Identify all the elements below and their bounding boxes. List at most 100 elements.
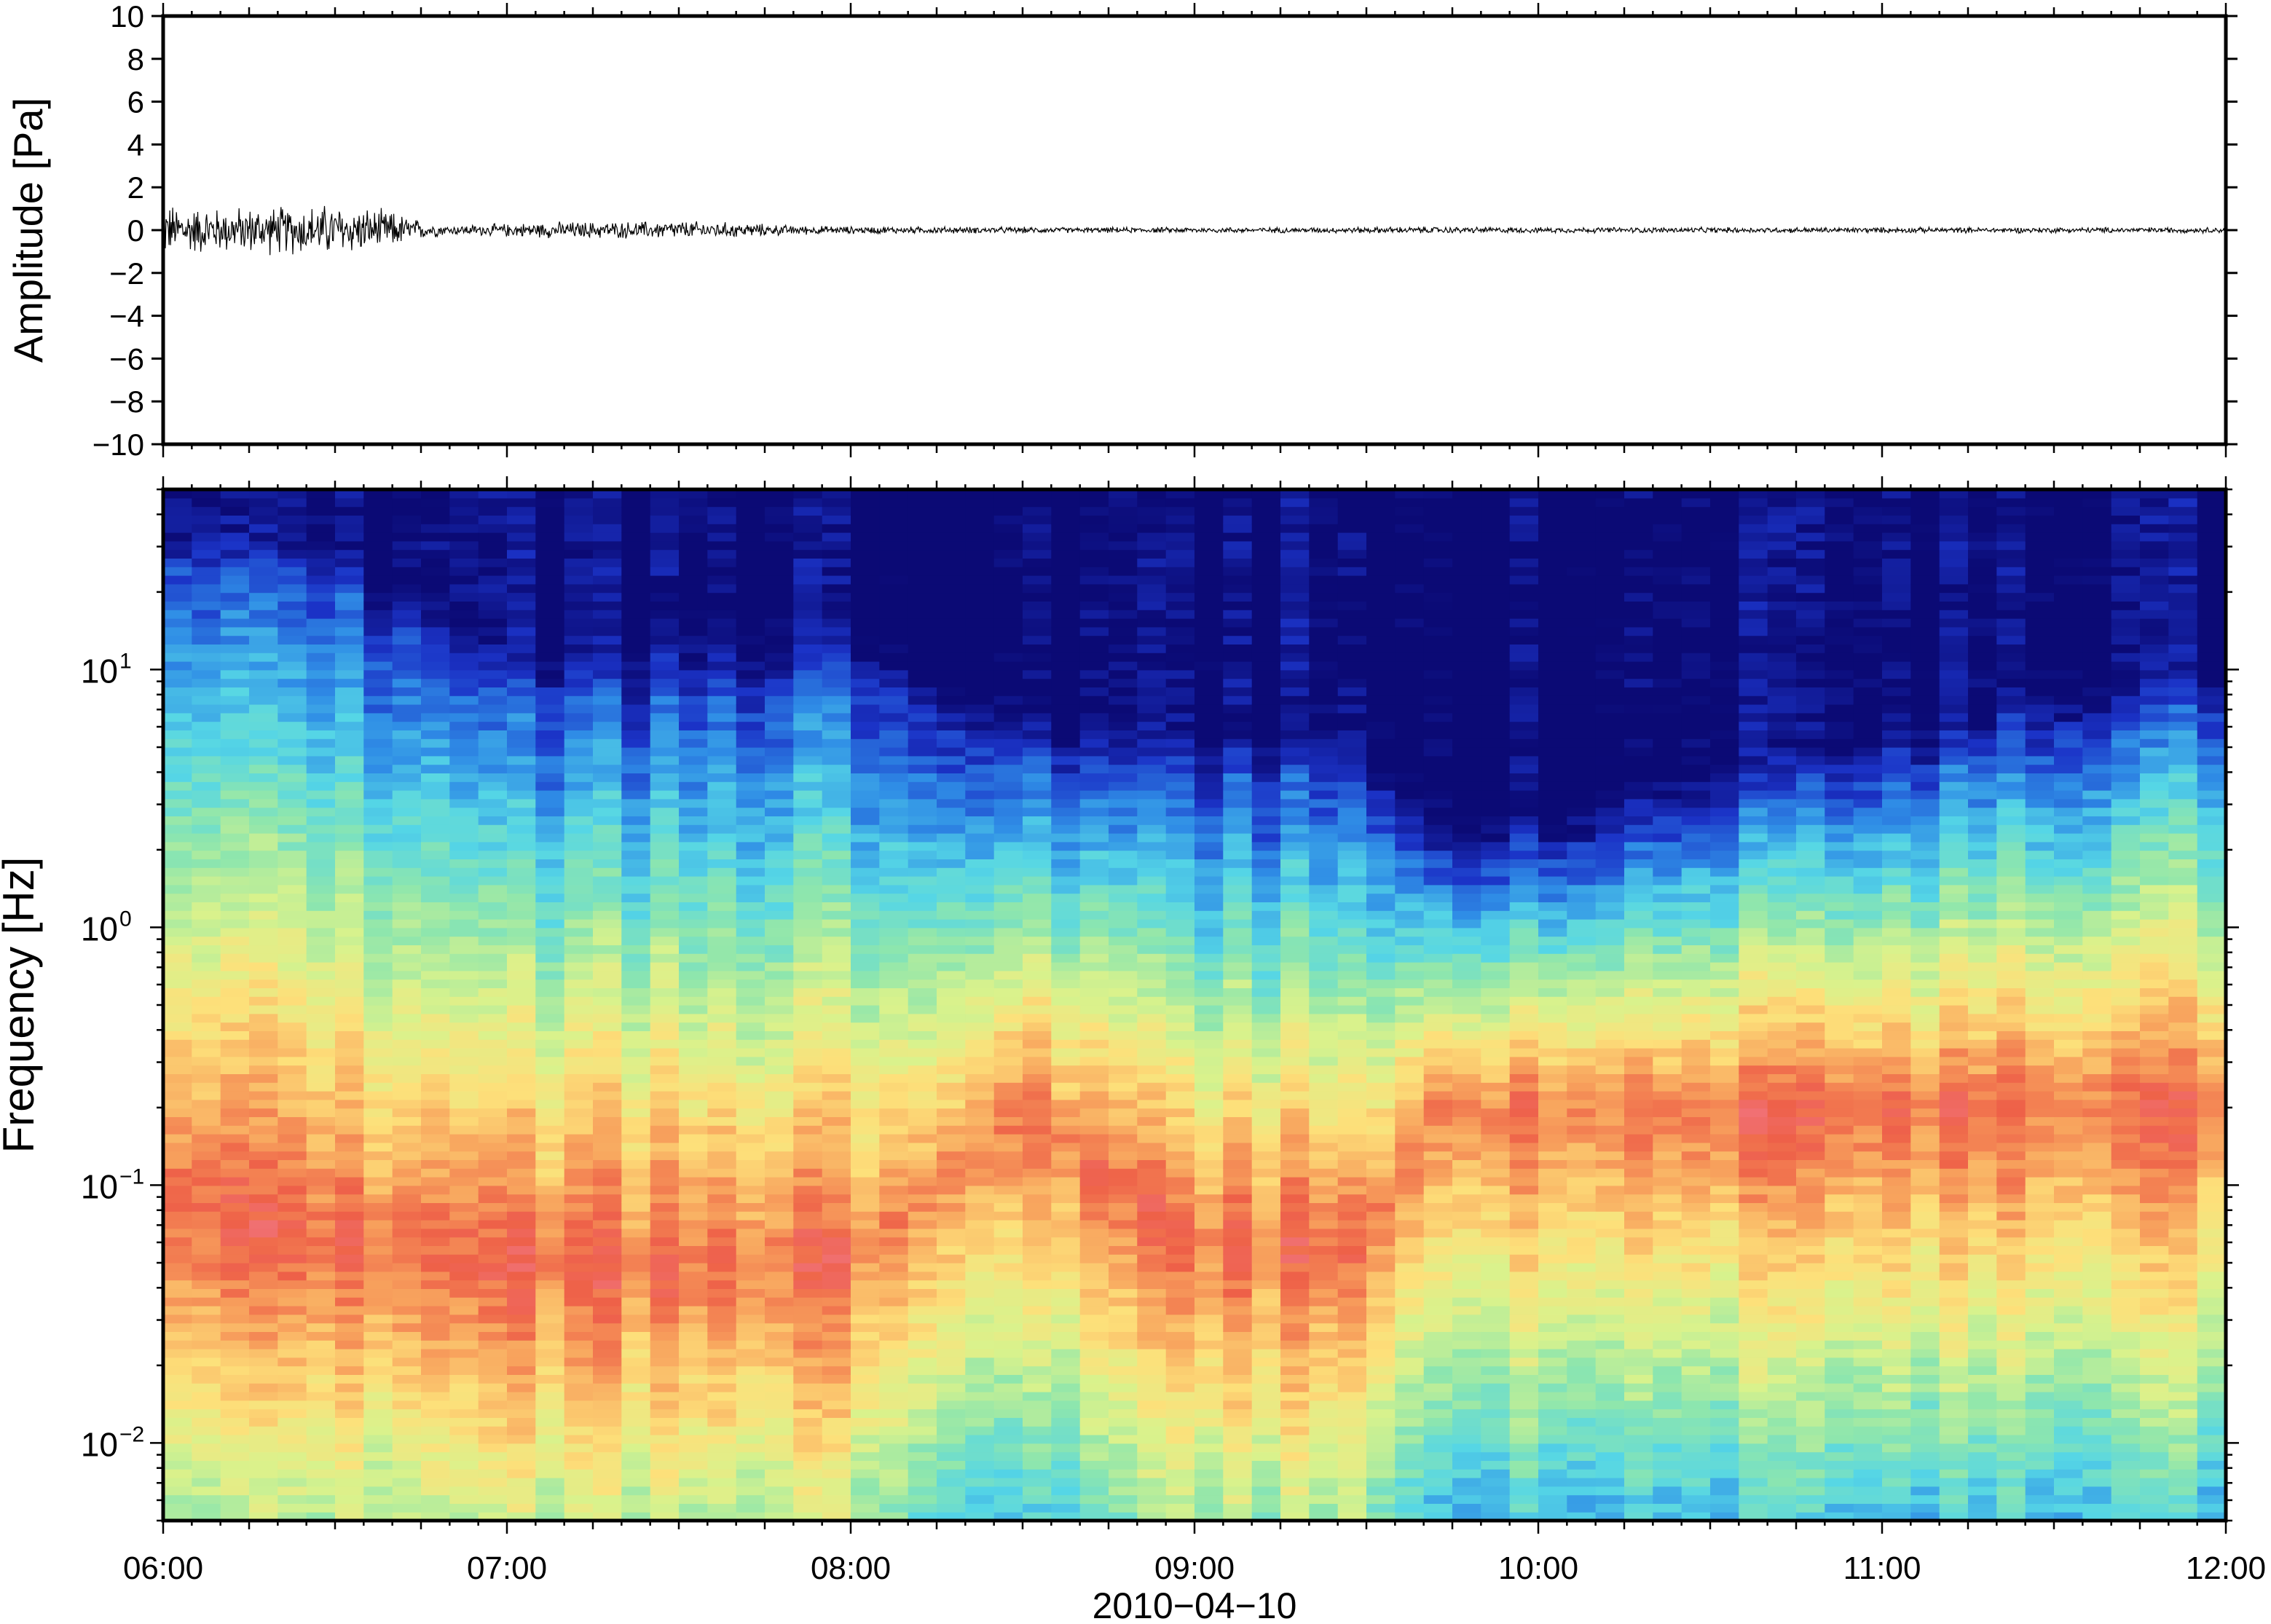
spectrogram-cell bbox=[535, 1022, 565, 1031]
spectrogram-cell bbox=[793, 1426, 823, 1435]
spectrogram-cell bbox=[363, 790, 393, 800]
spectrogram-cell bbox=[736, 1116, 765, 1126]
spectrogram-cell bbox=[937, 1065, 966, 1074]
spectrogram-cell bbox=[1194, 1297, 1224, 1306]
spectrogram-cell bbox=[707, 1194, 737, 1203]
spectrogram-cell bbox=[192, 1331, 221, 1341]
spectrogram-cell bbox=[993, 601, 1023, 610]
spectrogram-cell bbox=[707, 1486, 737, 1496]
spectrogram-cell bbox=[1165, 1340, 1195, 1349]
spectrogram-cell bbox=[1280, 1383, 1310, 1392]
spectrogram-cell bbox=[449, 549, 479, 559]
spectrogram-cell bbox=[507, 1340, 536, 1349]
spectrogram-cell bbox=[793, 764, 823, 773]
spectrogram-cell bbox=[449, 1022, 479, 1031]
spectrogram-cell bbox=[793, 1451, 823, 1461]
spectrogram-cell bbox=[993, 1108, 1023, 1117]
spectrogram-cell bbox=[793, 1254, 823, 1264]
spectrogram-cell bbox=[1194, 506, 1224, 516]
spectrogram-cell bbox=[1165, 610, 1195, 619]
spectrogram-cell bbox=[1194, 1099, 1224, 1109]
spectrogram-cell bbox=[937, 1297, 966, 1306]
spectrogram-cell bbox=[449, 1469, 479, 1478]
spectrogram-cell bbox=[851, 1228, 880, 1238]
spectrogram-cell bbox=[707, 1237, 737, 1246]
spectrogram-cell bbox=[478, 1108, 508, 1117]
spectrogram-cell bbox=[421, 1383, 450, 1392]
spectrogram-cell bbox=[1251, 687, 1281, 696]
spectrogram-cell bbox=[564, 1365, 594, 1375]
spectrogram-cell bbox=[736, 1314, 765, 1324]
spectrogram-cell bbox=[1023, 945, 1052, 954]
spectrogram-cell bbox=[163, 489, 192, 499]
spectrogram-cell bbox=[822, 1168, 851, 1178]
spectrogram-cell bbox=[392, 506, 422, 516]
spectrogram-cell bbox=[1165, 1237, 1195, 1246]
spectrogram-cell bbox=[478, 893, 508, 902]
spectrogram-cell bbox=[679, 1005, 708, 1014]
spectrogram-cell bbox=[1223, 635, 1253, 645]
spectrogram-cell bbox=[478, 841, 508, 851]
spectrogram-cell bbox=[679, 567, 708, 576]
spectrogram-cell bbox=[1051, 1220, 1081, 1229]
spectrogram-cell bbox=[220, 747, 250, 757]
spectrogram-cell bbox=[392, 910, 422, 920]
spectrogram-cell bbox=[908, 1435, 937, 1444]
spectrogram-cell bbox=[1079, 1503, 1109, 1513]
spectrogram-cell bbox=[1223, 497, 1253, 508]
spectrogram-cell bbox=[478, 1228, 508, 1238]
spectrogram-cell bbox=[306, 936, 336, 945]
spectrogram-cell bbox=[650, 1056, 680, 1066]
spectrogram-cell bbox=[621, 927, 651, 937]
spectrogram-cell bbox=[1223, 1065, 1253, 1074]
spectrogram-cell bbox=[335, 687, 364, 696]
spectrogram-cell bbox=[363, 902, 393, 911]
spectrogram-cell bbox=[335, 1237, 364, 1246]
spectrogram-cell bbox=[993, 1451, 1023, 1461]
spectrogram-cell bbox=[679, 1408, 708, 1418]
spectrogram-cell bbox=[449, 1503, 479, 1513]
spectrogram-cell bbox=[937, 1494, 966, 1504]
spectrogram-cell bbox=[736, 1073, 765, 1083]
spectrogram-cell bbox=[879, 1048, 909, 1057]
spectrogram-cell bbox=[478, 876, 508, 886]
spectrogram-cell bbox=[765, 867, 794, 877]
spectrogram-cell bbox=[1280, 893, 1310, 902]
spectrogram-cell bbox=[335, 524, 364, 533]
spectrogram-cell bbox=[507, 1065, 536, 1074]
spectrogram-cell bbox=[278, 1220, 307, 1229]
spectrogram-cell bbox=[478, 661, 508, 671]
spectrogram-cell bbox=[449, 653, 479, 662]
spectrogram-cell bbox=[1223, 1142, 1253, 1152]
spectrogram-cell bbox=[993, 1494, 1023, 1504]
spectrogram-cell bbox=[650, 1177, 680, 1186]
spectrogram-cell bbox=[564, 1314, 594, 1324]
spectrogram-cell bbox=[421, 1340, 450, 1349]
spectrogram-cell bbox=[736, 1237, 765, 1246]
spectrogram-cell bbox=[449, 575, 479, 585]
spectrogram-cell bbox=[1137, 841, 1167, 851]
spectrogram-cell bbox=[1223, 1211, 1253, 1221]
spectrogram-cell bbox=[650, 515, 680, 524]
spectrogram-cell bbox=[478, 1486, 508, 1496]
spectrogram-cell bbox=[335, 1022, 364, 1031]
spectrogram-cell bbox=[1223, 747, 1253, 757]
spectrogram-cell bbox=[822, 1211, 851, 1221]
spectrogram-cell bbox=[1280, 1451, 1310, 1461]
spectrogram-cell bbox=[650, 1211, 680, 1221]
spectrogram-cell bbox=[192, 841, 221, 851]
spectrogram-cell bbox=[363, 988, 393, 997]
spectrogram-cell bbox=[793, 1417, 823, 1427]
spectrogram-cell bbox=[765, 532, 794, 542]
spectrogram-cell bbox=[163, 1005, 192, 1014]
spectrogram-cell bbox=[449, 1365, 479, 1375]
spectrogram-cell bbox=[220, 1022, 250, 1031]
spectrogram-cell bbox=[1194, 876, 1224, 886]
spectrogram-cell bbox=[993, 1400, 1023, 1410]
spectrogram-cell bbox=[1137, 626, 1167, 636]
spectrogram-cell bbox=[1109, 807, 1138, 816]
spectrogram-cell bbox=[993, 1168, 1023, 1178]
spectrogram-cell bbox=[1223, 575, 1253, 585]
spectrogram-cell bbox=[507, 1486, 536, 1496]
spectrogram-cell bbox=[937, 910, 966, 920]
